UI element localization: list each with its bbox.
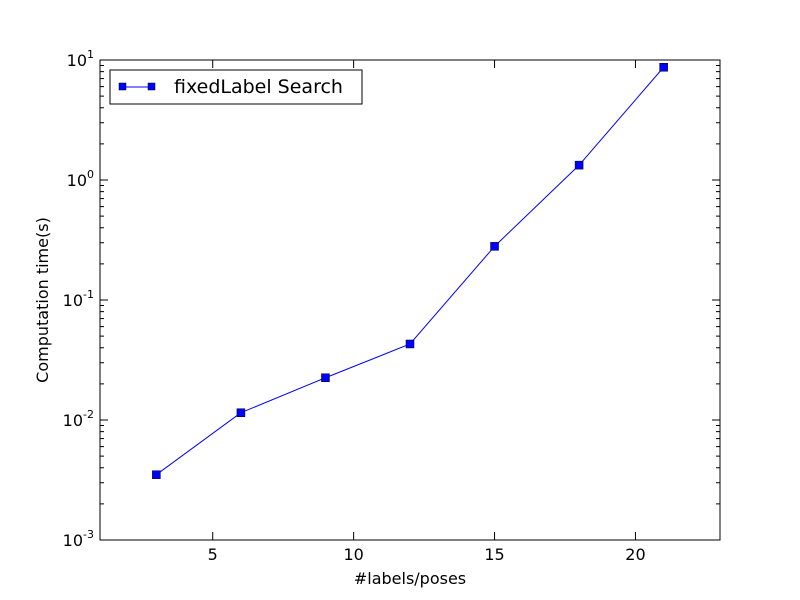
legend-marker [147,82,156,91]
axes-frame [99,59,721,541]
y-tick-label: 10-1 [63,288,94,310]
y-tick-label: 10-2 [63,408,94,430]
legend: fixedLabel Search [109,69,363,105]
legend-label: fixedLabel Search [174,76,343,98]
data-point [574,160,584,170]
data-point [152,470,161,479]
x-axis-label: #labels/poses [354,569,466,588]
x-tick-label: 5 [208,545,218,564]
legend-marker [118,82,127,91]
y-tick-label: 10-3 [63,528,94,550]
data-point [405,339,415,349]
x-tick-label: 15 [484,545,504,564]
data-point [236,408,246,417]
y-tick-label: 100 [67,168,94,190]
data-point [490,242,499,251]
y-axis-label: Computation time(s) [33,217,52,383]
data-point [321,373,330,382]
x-tick-label: 10 [343,545,363,564]
y-tick-label: 101 [67,48,94,70]
plot-area [152,63,668,479]
axis-ticks: 5 10 15 20 10-3 10-2 10-1 100 101 [63,48,720,564]
data-point [659,63,668,72]
x-tick-label: 20 [625,545,645,564]
